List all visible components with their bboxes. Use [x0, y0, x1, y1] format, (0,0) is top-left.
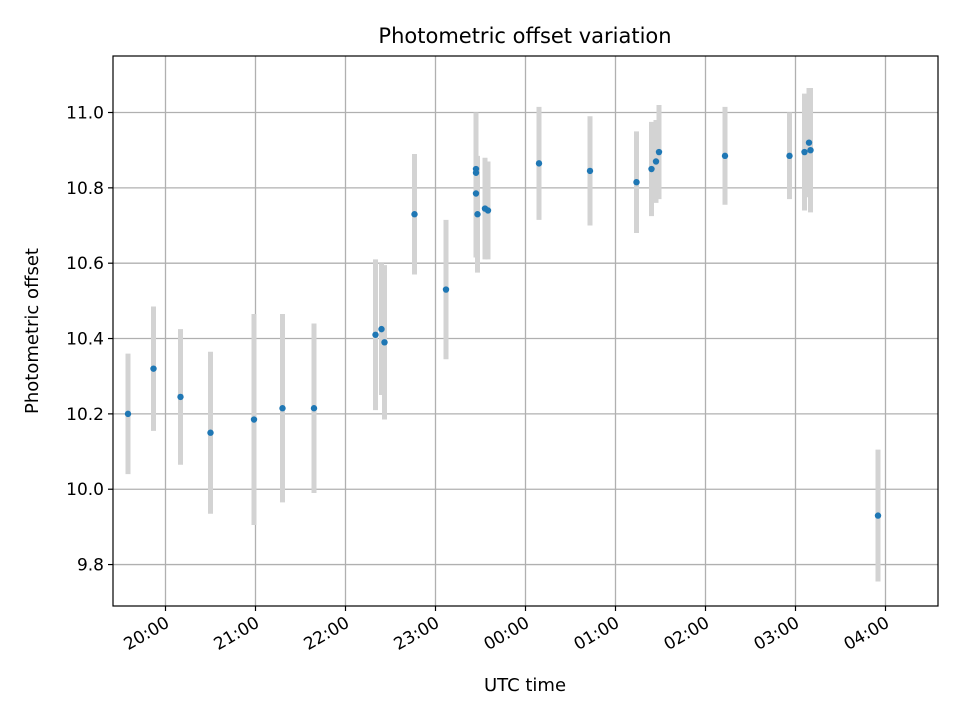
x-tick-label: 03:00 [751, 613, 803, 655]
grid [113, 56, 938, 606]
data-point [310, 405, 318, 412]
data-point [801, 148, 808, 156]
data-point [472, 190, 480, 197]
data-point [378, 325, 385, 333]
y-tick-label: 9.8 [77, 556, 104, 576]
y-tick-label: 10.2 [66, 405, 104, 425]
data-point [279, 405, 286, 412]
data-point [381, 339, 388, 346]
data-point [474, 211, 481, 218]
y-tick-label: 11.0 [66, 104, 104, 124]
data-point [207, 429, 214, 436]
data-point [652, 158, 660, 165]
x-tick-label: 02:00 [661, 613, 713, 655]
data-points [124, 139, 882, 519]
y-tick-label: 10.8 [66, 179, 104, 199]
chart-title: Photometric offset variation [378, 24, 671, 48]
data-point [472, 169, 480, 176]
data-point [874, 512, 882, 519]
data-point [721, 152, 729, 160]
data-point [807, 146, 814, 154]
y-tick-label: 10.4 [66, 330, 104, 350]
x-tick-label: 23:00 [391, 613, 443, 655]
data-point [442, 286, 450, 293]
data-point [633, 178, 640, 186]
x-tick-label: 04:00 [841, 613, 893, 655]
y-tick-label: 10.6 [66, 254, 104, 274]
y-tick-label: 10.0 [66, 480, 104, 500]
data-point [177, 393, 184, 401]
data-point [586, 167, 594, 175]
data-point [535, 160, 543, 167]
x-tick-label: 21:00 [211, 613, 263, 655]
x-tick-label: 22:00 [301, 613, 353, 655]
x-tick-label: 01:00 [571, 613, 623, 655]
x-tick-label: 20:00 [121, 613, 173, 655]
y-axis-ticks: 9.8 10.0 10.2 10.4 10.6 10.8 11.0 [66, 104, 113, 576]
data-point [786, 152, 793, 160]
data-point [124, 410, 132, 418]
data-point [250, 416, 258, 423]
error-bars [125, 88, 881, 582]
data-point [484, 207, 492, 214]
data-point [655, 148, 663, 156]
x-tick-label: 00:00 [481, 613, 533, 655]
x-axis-ticks: 20:00 21:00 22:00 23:00 00:00 01:00 02:00 03:00… [121, 606, 893, 655]
data-point [372, 331, 379, 338]
data-point [411, 211, 418, 218]
data-point [805, 139, 813, 146]
y-axis-label: Photometric offset [22, 248, 43, 414]
data-point [648, 165, 655, 173]
data-point [150, 365, 157, 372]
x-axis-label: UTC time [484, 675, 566, 696]
